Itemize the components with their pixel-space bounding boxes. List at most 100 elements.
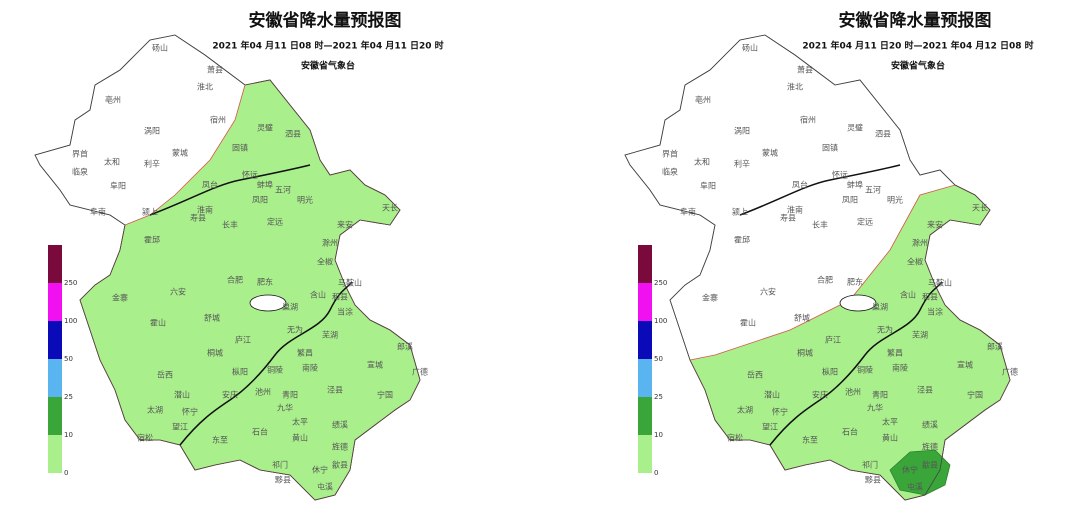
city-label: 九华	[277, 403, 293, 413]
legend-swatch	[48, 283, 62, 321]
city-label: 金寨	[702, 293, 718, 303]
yangtze-river	[179, 281, 353, 446]
city-label: 五河	[865, 185, 881, 195]
city-label: 石台	[842, 427, 858, 437]
chaohu-lake	[249, 294, 287, 312]
city-label: 芜湖	[912, 330, 928, 340]
city-label: 桐城	[207, 348, 223, 358]
city-label: 泾县	[327, 386, 343, 395]
city-label: 东至	[212, 435, 228, 445]
city-label: 含山	[900, 290, 916, 300]
city-label: 怀远	[242, 170, 258, 180]
map-subtitle: 2021 年04 月11 日20 时—2021 年04 月12 日08 时	[802, 40, 1033, 52]
city-label: 太和	[104, 157, 120, 167]
city-label: 宁国	[377, 390, 393, 400]
legend-label: 10	[64, 431, 73, 439]
city-label: 阜阳	[700, 181, 716, 191]
city-label: 宁国	[967, 390, 983, 400]
city-label: 定远	[267, 217, 283, 227]
city-label: 南陵	[302, 363, 318, 373]
map-panel: 安徽省降水量预报图 2021 年04 月11 日08 时—2021 年04 月11…	[34, 10, 444, 501]
city-label: 寿县	[780, 213, 796, 223]
city-label: 滁州	[912, 238, 928, 248]
city-label: 太平	[292, 417, 308, 427]
city-label: 马鞍山	[928, 278, 952, 288]
city-label: 泗县	[875, 130, 891, 139]
city-label: 明光	[887, 195, 903, 205]
city-label: 当涂	[337, 307, 353, 317]
legend-label: 250	[654, 279, 667, 287]
city-label: 枞阳	[822, 367, 838, 377]
city-label: 庐江	[235, 335, 251, 345]
city-label: 池州	[845, 387, 861, 397]
huai-river	[739, 164, 901, 216]
city-label: 舒城	[204, 313, 220, 323]
city-label: 淮北	[197, 82, 213, 92]
yangtze-river	[769, 281, 943, 446]
map-issuer: 安徽省气象台	[301, 60, 355, 72]
legend-swatch	[48, 435, 62, 473]
city-label: 临泉	[662, 167, 678, 177]
city-label: 砀山	[742, 43, 758, 53]
city-label: 合肥	[817, 275, 833, 285]
city-label: 滁州	[322, 238, 338, 248]
city-label: 宿松	[727, 433, 743, 443]
city-label: 霍邱	[144, 236, 160, 245]
legend-swatch	[48, 321, 62, 359]
city-label: 旌德	[332, 442, 348, 452]
city-label: 繁昌	[297, 348, 313, 358]
city-label: 马鞍山	[338, 278, 362, 288]
city-label: 灵璧	[257, 123, 273, 133]
city-label: 潜山	[764, 390, 780, 400]
city-label: 涡阳	[734, 126, 750, 136]
city-label: 霍山	[150, 318, 166, 328]
city-label: 怀宁	[182, 407, 198, 417]
city-label: 宿州	[800, 115, 816, 125]
city-label: 青阳	[872, 390, 888, 400]
legend-swatch	[48, 397, 62, 435]
city-label: 巢湖	[282, 302, 298, 312]
city-label: 定远	[857, 217, 873, 227]
city-label: 六安	[170, 287, 186, 297]
city-label: 淮南	[197, 205, 213, 215]
city-label: 黄山	[292, 433, 308, 443]
city-label: 歙县	[332, 460, 348, 470]
city-label: 蚌埠	[847, 180, 863, 190]
city-label: 当涂	[927, 307, 943, 317]
legend-label: 25	[654, 393, 663, 401]
city-label: 歙县	[922, 460, 938, 470]
city-label: 凤阳	[252, 196, 268, 205]
city-label: 望江	[762, 422, 778, 432]
city-label: 宿州	[210, 115, 226, 125]
city-label: 屯溪	[317, 482, 333, 492]
city-label: 利辛	[734, 159, 750, 169]
city-label: 铜陵	[857, 365, 873, 375]
legend-swatch	[638, 397, 652, 435]
city-label: 阜南	[90, 207, 106, 217]
city-label: 郎溪	[397, 342, 413, 352]
city-label: 来安	[927, 220, 943, 230]
city-label: 亳州	[695, 95, 711, 105]
map-issuer: 安徽省气象台	[891, 60, 945, 72]
city-label: 合肥	[227, 275, 243, 285]
city-label: 亳州	[105, 95, 121, 105]
city-label: 太湖	[737, 405, 753, 415]
city-label: 利辛	[144, 159, 160, 169]
city-label: 含山	[310, 290, 326, 300]
city-label: 临泉	[72, 167, 88, 177]
rain-area-heavy	[889, 449, 951, 496]
city-label: 望江	[172, 422, 188, 432]
city-label: 青阳	[282, 390, 298, 400]
city-label: 颍上	[142, 208, 158, 217]
city-label: 和县	[332, 293, 348, 302]
city-label: 安庆	[812, 390, 828, 400]
legend-swatch	[638, 435, 652, 473]
city-label: 巢湖	[872, 302, 888, 312]
city-label: 肥东	[847, 277, 863, 287]
city-label: 砀山	[152, 43, 168, 53]
city-label: 舒城	[794, 313, 810, 323]
legend-swatch	[48, 359, 62, 397]
city-label: 安庆	[222, 390, 238, 400]
city-label: 肥东	[257, 277, 273, 287]
city-label: 泗县	[285, 130, 301, 139]
